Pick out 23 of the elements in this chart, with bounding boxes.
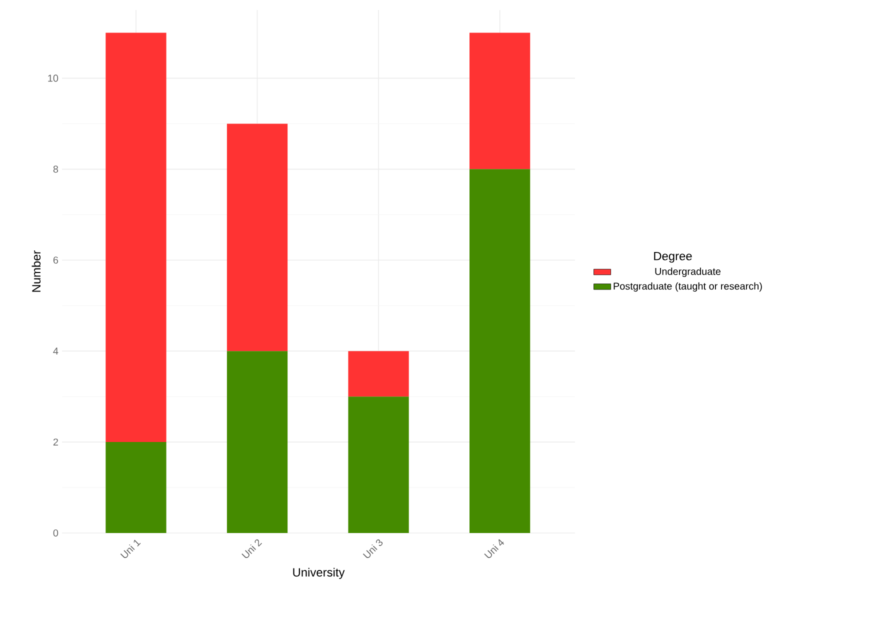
bar [348,351,409,397]
legend-label: Postgraduate (taught or research) [614,282,762,292]
bar [226,351,288,533]
x-tick-label: Uni 3 [362,539,383,558]
y-tick-label: 6 [53,256,58,264]
y-tick-label: 2 [53,438,58,446]
y-tick-label: 8 [53,166,58,173]
x-tick-label: Uni 1 [120,540,141,558]
y-axis-title: Number [32,250,41,292]
bar [106,442,166,533]
x-axis-title: University [293,568,345,579]
x-tick-label: Uni 4 [484,539,504,558]
x-tick-label: Uni 2 [242,539,262,558]
bar [469,169,530,533]
y-tick-label: 10 [48,74,58,82]
y-tick-label: 4 [53,348,58,355]
legend-title: Degree [654,252,692,263]
text: Undergraduate [655,268,721,277]
bar [226,124,288,352]
bar [469,32,530,170]
bar [106,32,166,442]
y-tick-label: 0 [53,529,58,537]
bar [348,396,409,533]
